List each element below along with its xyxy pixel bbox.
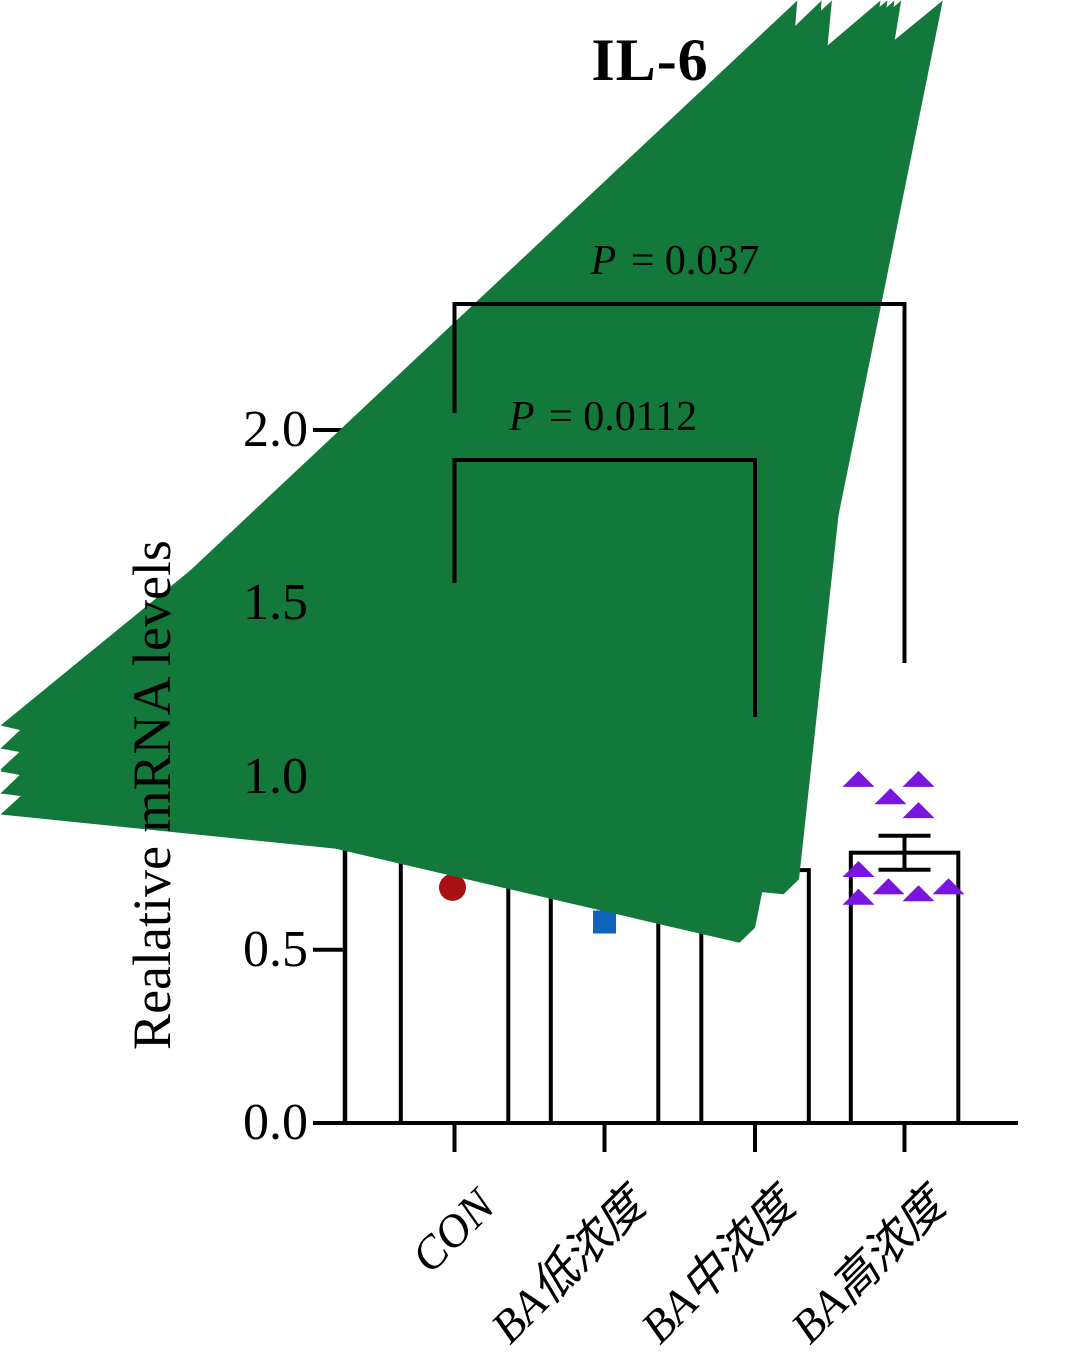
y-tick-label-1.5: 1.5 — [243, 574, 308, 632]
data-point-square — [593, 910, 616, 934]
data-point-diamond — [902, 802, 935, 819]
data-point-diamond — [874, 788, 907, 805]
y-tick-label-2.0: 2.0 — [243, 401, 308, 458]
data-point-diamond — [842, 770, 875, 787]
y-tick-label-0.5: 0.5 — [243, 920, 308, 978]
significance-bracket-1 — [452, 458, 757, 717]
data-point-diamond — [842, 861, 875, 878]
p-symbol: P — [508, 394, 535, 440]
significance-label-2: P = 0.037 — [590, 238, 760, 284]
data-point-diamond — [872, 878, 905, 895]
data-point-diamond — [902, 885, 935, 902]
data-point-diamond — [932, 878, 965, 895]
data-point-diamond — [842, 888, 875, 905]
significance-bracket-2 — [452, 302, 907, 663]
bar-BA高浓度 — [848, 850, 961, 1125]
y-tick-label-0.0: 0.0 — [243, 1094, 308, 1151]
p-symbol: P — [590, 238, 617, 284]
data-point-diamond — [902, 770, 935, 787]
data-point-circle — [439, 873, 466, 901]
y-tick-label-1.0: 1.0 — [243, 747, 308, 805]
chart-title: IL-6 — [591, 27, 709, 93]
significance-label-1: P = 0.0112 — [508, 394, 698, 440]
data-point-triangle — [0, 0, 943, 943]
